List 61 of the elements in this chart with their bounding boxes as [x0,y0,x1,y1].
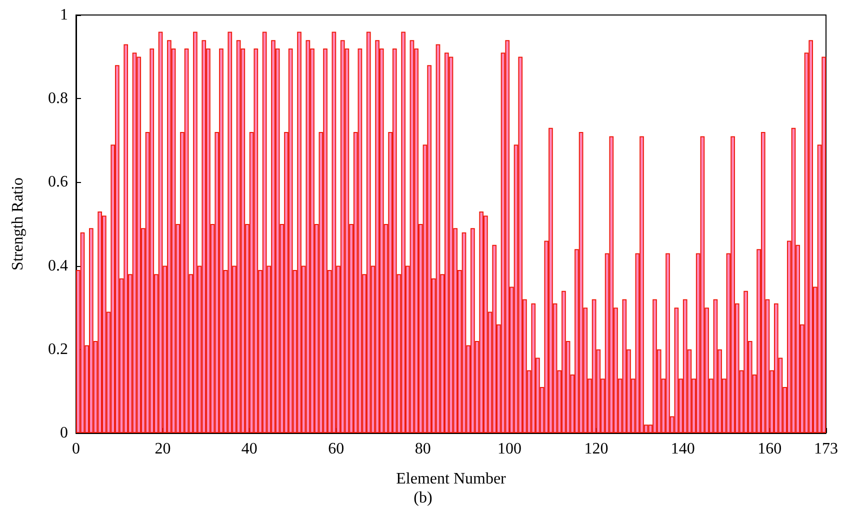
bar [713,299,718,433]
x-tick-label: 140 [670,440,695,458]
x-tick-label: 160 [758,440,782,458]
x-tick-label: 120 [584,440,608,458]
y-tick-label: 0.4 [48,257,68,274]
x-tick-label: 20 [154,440,171,458]
bar [98,211,102,433]
bar [518,56,523,433]
bar [578,132,584,433]
bar [609,136,614,433]
bar [158,32,163,433]
bar [479,211,484,433]
bar [700,136,705,433]
y-tick-label: 0.2 [48,340,68,358]
x-tick-label: 40 [241,440,258,458]
y-tick-label: 0.8 [48,90,68,108]
bar [254,48,258,433]
bar [462,232,466,433]
bar [531,303,536,433]
bar [288,48,293,433]
text: (b) [414,490,432,506]
bar [410,40,414,433]
bar [760,132,766,433]
bar [791,128,796,433]
bar [822,56,826,433]
bar [358,48,362,433]
bar [124,44,128,433]
bar [136,56,142,433]
bar [236,40,241,433]
bar [340,40,345,433]
bar [592,299,596,433]
bar [184,48,189,433]
bar [332,32,336,433]
bar [505,40,510,433]
bar [492,244,497,433]
bar [202,40,206,433]
bar [774,303,778,433]
bar [132,52,137,433]
x-tick-label: 0 [72,440,80,458]
bar [674,308,679,433]
bar [150,48,154,433]
bar [622,299,627,433]
x-tick-label: 100 [498,440,522,458]
x-tick-label: 173 [814,440,838,458]
y-tick-label: 1 [60,6,68,24]
x-axis-title: Element Number [396,470,507,488]
y-tick-label: 0.6 [48,174,68,191]
y-tick-label: 0 [60,424,68,442]
bar [448,56,454,433]
bar [436,44,440,433]
y-axis-title: Strength Ratio [10,178,26,270]
bar [306,40,310,433]
bar [392,48,397,433]
bar [682,299,688,433]
bar [262,32,267,433]
bar [444,52,449,433]
x-tick-label: 80 [414,440,431,458]
bar [366,32,371,433]
bar [80,232,85,433]
x-tick-label: 60 [328,440,344,458]
bar [228,32,232,433]
